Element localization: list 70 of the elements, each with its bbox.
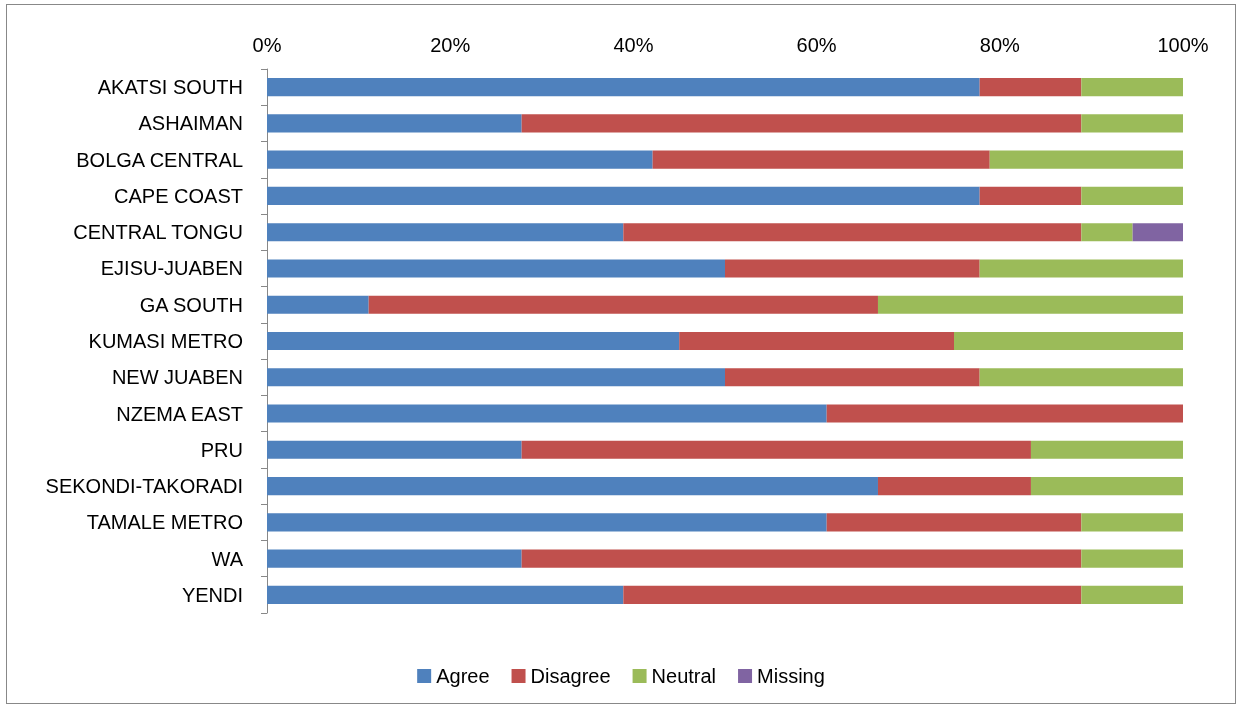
bar <box>267 331 680 351</box>
bar <box>1030 440 1183 459</box>
bar <box>623 223 1082 242</box>
bar <box>267 585 624 604</box>
y-tick-label: GA SOUTH <box>139 293 243 316</box>
x-tick-label: 80% <box>979 34 1021 56</box>
x-tick-label: 100% <box>1157 34 1209 56</box>
y-tick-label: WA <box>211 547 244 570</box>
bar <box>826 404 1183 423</box>
y-tick-label: PRU <box>200 438 243 461</box>
y-tick-label: TAMALE METRO <box>86 511 243 534</box>
legend-label: Missing <box>757 665 825 687</box>
bar <box>267 259 725 278</box>
y-tick-label: YENDI <box>181 583 243 606</box>
x-tick-label: 60% <box>796 34 837 56</box>
bar <box>979 78 1082 97</box>
bar <box>267 513 827 532</box>
bar <box>267 295 369 314</box>
bar <box>989 150 1183 169</box>
y-tick-label: KUMASI METRO <box>88 330 243 352</box>
bar <box>954 331 1183 351</box>
y-tick-label: AKATSI SOUTH <box>97 76 243 99</box>
x-tick-label: 0% <box>252 34 282 56</box>
bar <box>1081 186 1183 205</box>
bar <box>521 440 1031 459</box>
bar <box>267 368 725 387</box>
bar <box>267 404 827 423</box>
bar <box>623 585 1082 604</box>
bar <box>652 150 990 169</box>
bar <box>1081 223 1133 242</box>
y-tick-label: ASHAIMAN <box>138 112 243 135</box>
bar <box>368 295 878 314</box>
x-tick-label: 20% <box>430 34 471 56</box>
bar <box>979 368 1183 387</box>
x-tick-label: 40% <box>613 34 654 56</box>
bar <box>521 114 1082 133</box>
bar <box>1081 513 1183 532</box>
legend-label: Neutral <box>651 665 717 687</box>
bar <box>1081 78 1183 97</box>
y-tick-label: CAPE COAST <box>114 184 243 207</box>
y-tick-label: BOLGA CENTRAL <box>76 148 243 171</box>
bar <box>267 186 980 205</box>
bar <box>979 259 1183 278</box>
bar <box>826 513 1082 532</box>
bar <box>521 549 1082 568</box>
y-tick-label: SEKONDI-TAKORADI <box>45 475 243 498</box>
bar <box>267 150 653 169</box>
bar <box>877 295 1183 314</box>
bar <box>725 259 980 278</box>
bar <box>267 78 980 97</box>
bar <box>679 331 954 351</box>
bar <box>1081 549 1183 568</box>
bar <box>1030 477 1183 496</box>
y-tick-label: EJISU-JUABEN <box>100 257 243 280</box>
bar <box>267 549 522 568</box>
y-tick-label: CENTRAL TONGU <box>73 221 243 244</box>
bar <box>1132 223 1183 242</box>
legend-label: Disagree <box>530 665 611 687</box>
y-tick-label: NEW JUABEN <box>111 366 243 389</box>
legend-label: Agree <box>436 665 490 687</box>
bar <box>877 477 1031 496</box>
bar <box>267 440 522 459</box>
bar <box>267 223 624 242</box>
bar <box>267 114 522 133</box>
bar <box>725 368 980 387</box>
bar <box>1081 585 1183 604</box>
bar <box>267 477 878 496</box>
bar <box>979 186 1082 205</box>
y-tick-label: NZEMA EAST <box>116 402 243 425</box>
bar <box>1081 114 1183 133</box>
